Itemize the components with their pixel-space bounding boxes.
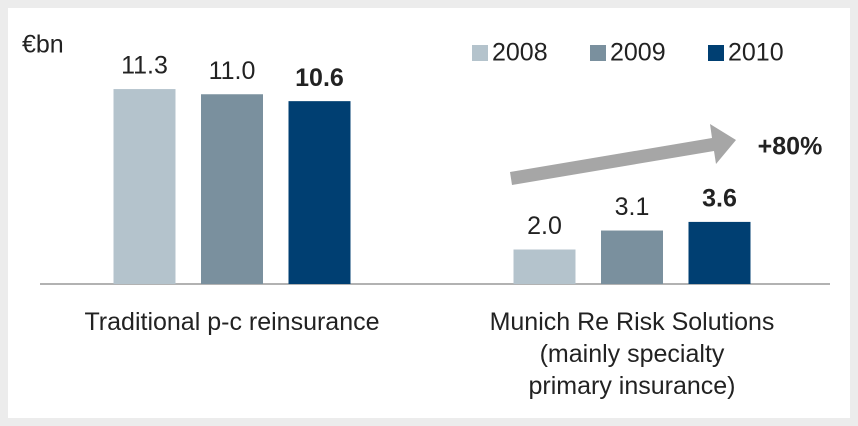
legend-swatch [590,45,606,61]
value-label: 3.1 [615,193,650,221]
x-tick-label: Traditional p-c reinsurance [84,308,380,336]
legend-label: 2010 [728,39,784,67]
value-label: 11.3 [121,52,168,80]
unit-label: €bn [22,31,64,59]
bar [601,230,663,284]
legend-label: 2009 [610,39,666,67]
legend-swatch [472,45,488,61]
value-label: 3.6 [702,185,737,213]
legend-label: 2008 [492,39,548,67]
value-label: 10.6 [295,64,344,92]
value-label: 11.0 [209,57,256,85]
x-tick-label: Munich Re Risk Solutions (mainly special… [489,308,775,400]
bar [513,249,576,284]
bar [201,94,263,284]
bar [688,221,751,284]
bar [113,89,176,284]
value-label: 2.0 [527,212,562,240]
annotation: +80% [758,133,823,161]
legend-swatch [708,45,724,61]
bar [288,101,351,285]
growth-arrow [510,124,736,185]
